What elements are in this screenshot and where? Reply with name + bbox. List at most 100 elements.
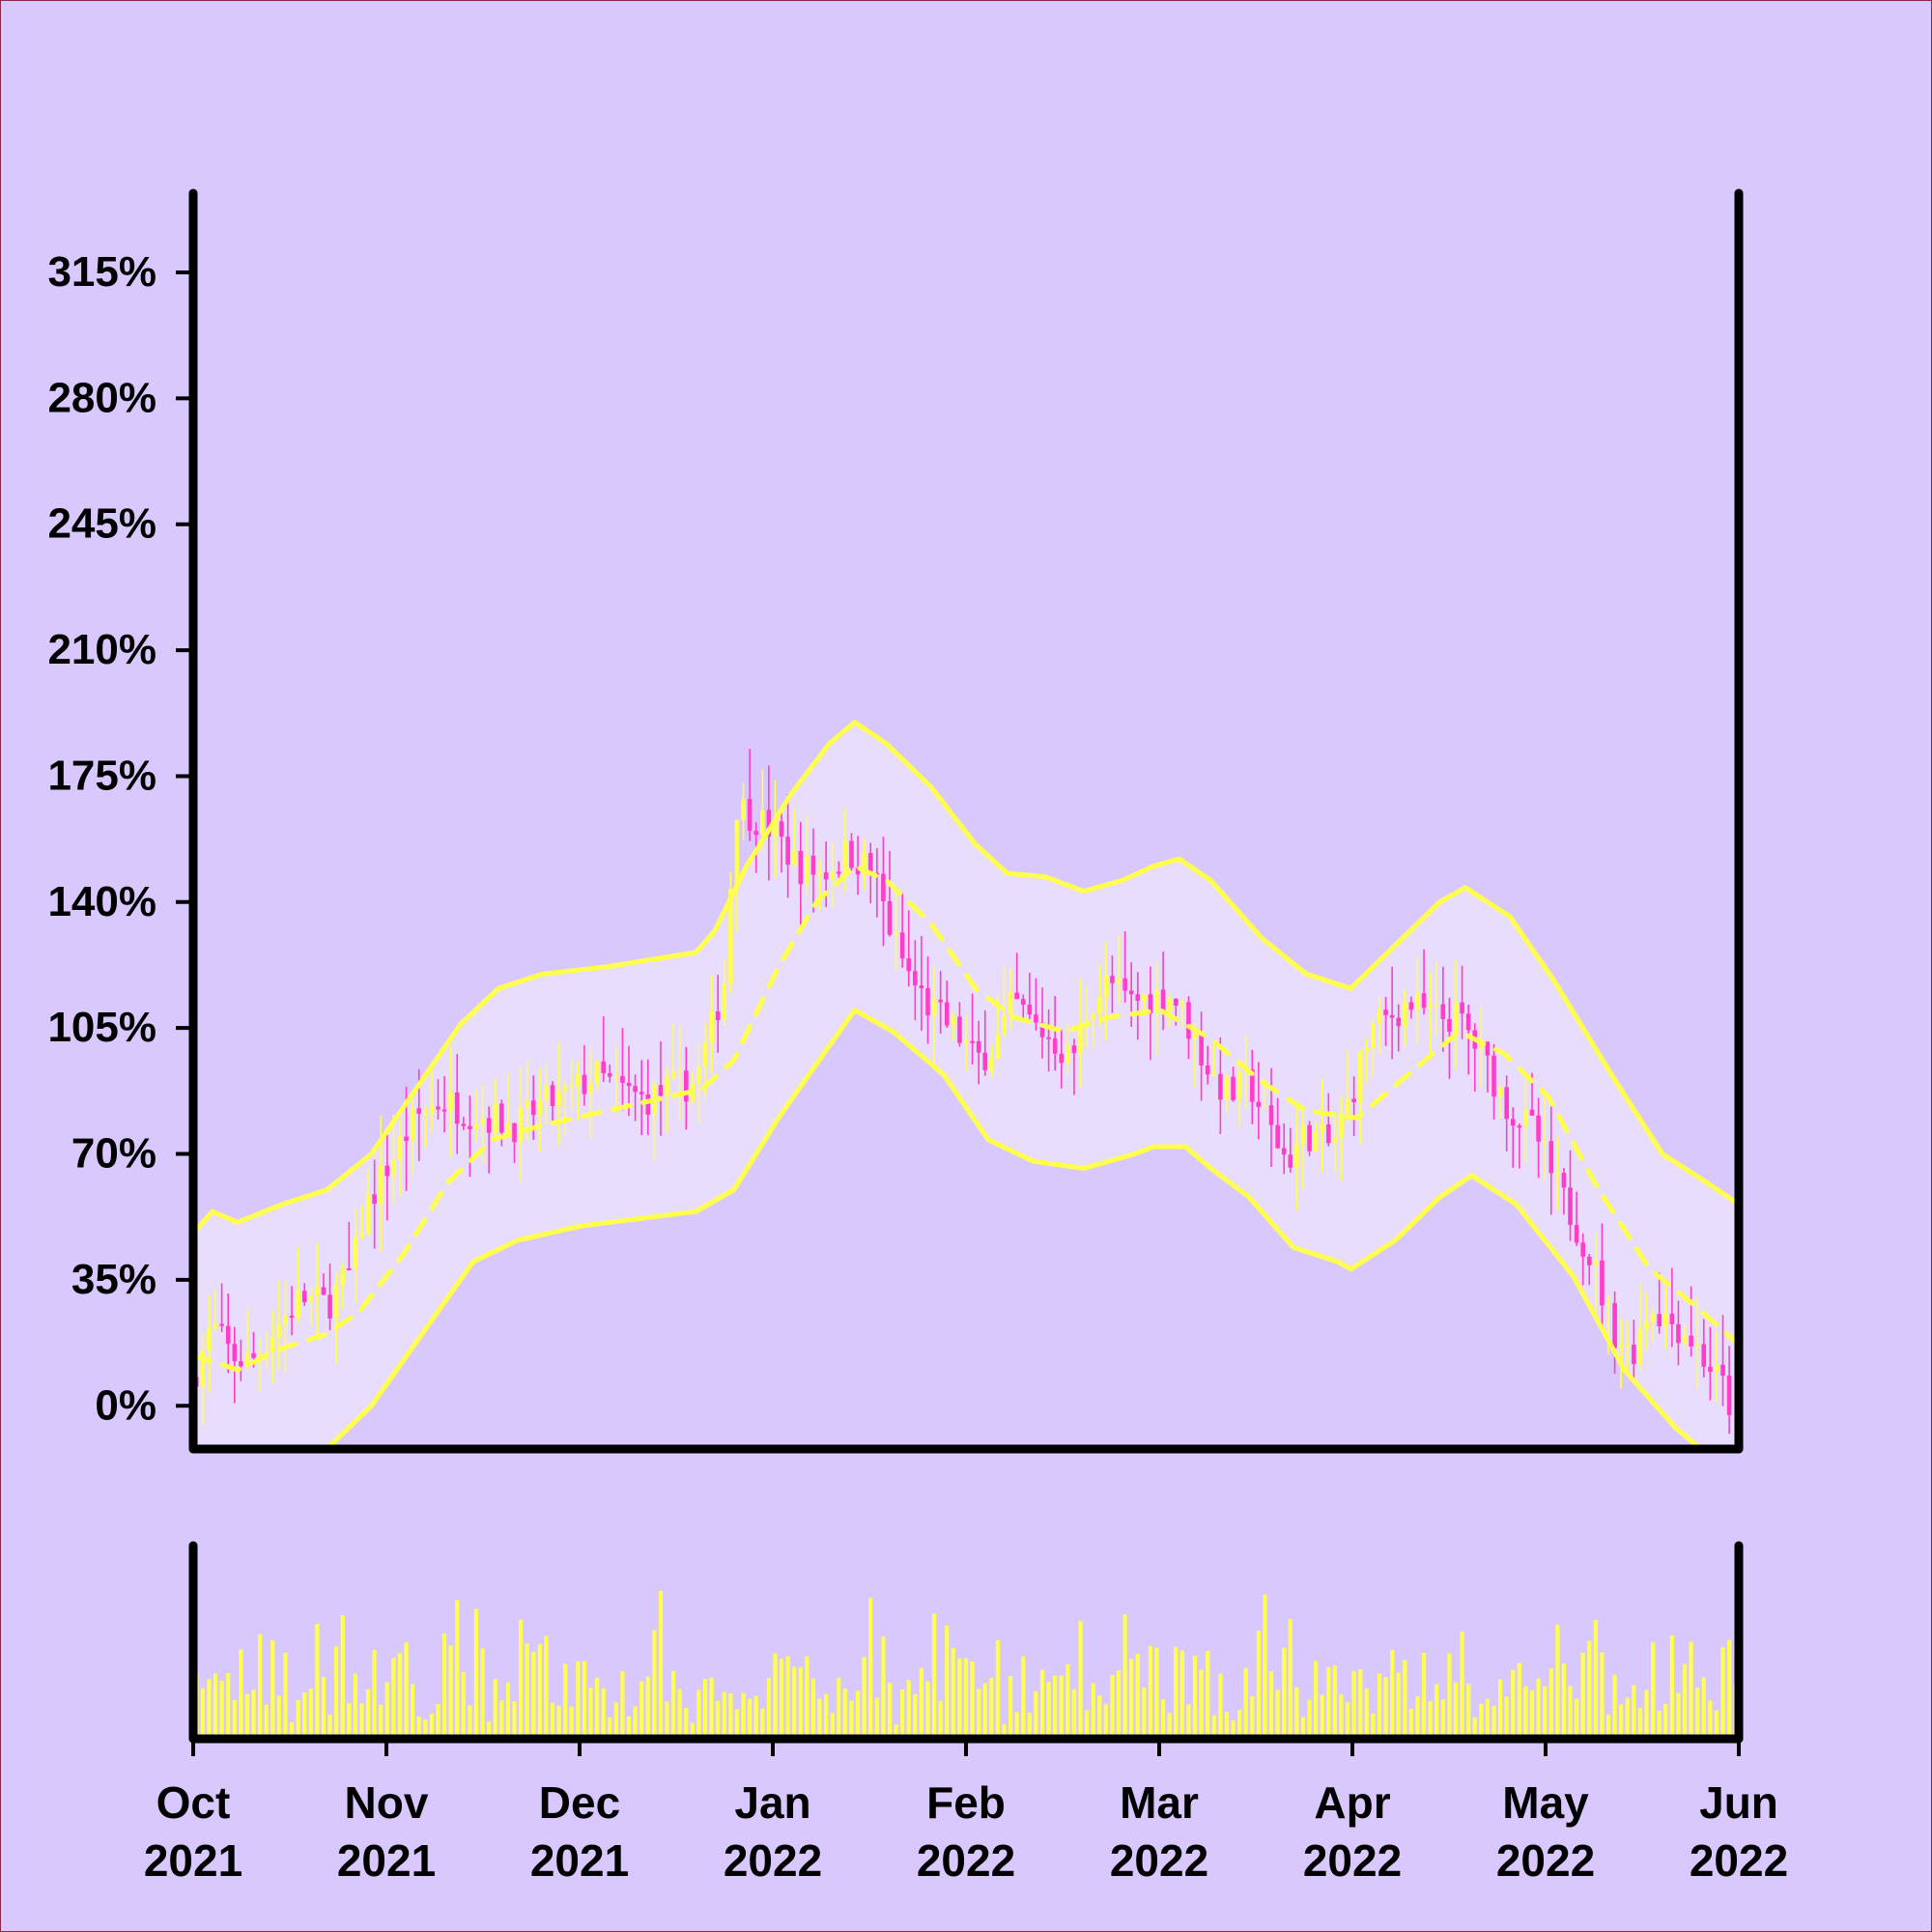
- volume-bar: [1021, 1656, 1026, 1739]
- volume-bar: [1555, 1624, 1560, 1739]
- candle-body: [1116, 978, 1122, 983]
- volume-bar: [1701, 1677, 1706, 1739]
- volume-bar: [1676, 1692, 1681, 1739]
- candle-body: [1059, 1053, 1065, 1064]
- volume-bar: [1218, 1673, 1223, 1739]
- candle-body: [1275, 1124, 1280, 1149]
- volume-bar: [989, 1677, 994, 1739]
- volume-bar: [1294, 1687, 1299, 1739]
- volume-bar: [1282, 1647, 1287, 1739]
- candle-body: [696, 1066, 701, 1084]
- candle-body: [1548, 1141, 1554, 1174]
- volume-bar: [665, 1701, 669, 1739]
- candle-body: [454, 1092, 460, 1124]
- candle-body: [289, 1315, 295, 1318]
- candle-body: [1110, 976, 1115, 983]
- candle-body: [1536, 1115, 1541, 1142]
- volume-bar: [963, 1658, 969, 1739]
- volume-bar: [1497, 1679, 1503, 1739]
- candle-body: [410, 1108, 415, 1142]
- volume-bar: [1689, 1641, 1693, 1739]
- volume-bar: [1543, 1686, 1548, 1739]
- volume-bar: [1421, 1653, 1427, 1739]
- volume-bar: [1148, 1645, 1153, 1739]
- candle-body: [1249, 1068, 1255, 1102]
- x-tick-year-label: 2022: [1690, 1835, 1788, 1886]
- candle-body: [1167, 998, 1173, 1012]
- candle-body: [486, 1118, 492, 1133]
- volume-bar: [702, 1678, 708, 1739]
- candle-body: [906, 958, 912, 972]
- volume-bar: [1669, 1634, 1674, 1739]
- volume-bar: [1288, 1618, 1293, 1739]
- volume-bar: [1440, 1699, 1445, 1739]
- candle-body: [1650, 1314, 1656, 1322]
- candle-body: [512, 1122, 517, 1143]
- volume-bar: [1364, 1689, 1369, 1739]
- volume-bar: [1695, 1688, 1700, 1739]
- volume-bar: [321, 1676, 327, 1739]
- candle-body: [1479, 1041, 1484, 1049]
- candle-body: [1326, 1124, 1331, 1144]
- x-tick-year-label: 2021: [144, 1835, 242, 1886]
- candle-body: [1694, 1344, 1700, 1347]
- candle-body: [1192, 1033, 1198, 1039]
- volume-bar: [1129, 1659, 1134, 1739]
- candle-body: [925, 987, 930, 1016]
- x-tick-month-label: Dec: [539, 1777, 620, 1828]
- x-tick-month-label: Apr: [1314, 1777, 1390, 1828]
- x-tick-year-label: 2022: [1303, 1835, 1402, 1886]
- volume-bar: [658, 1590, 664, 1739]
- candle-body: [1403, 1002, 1407, 1027]
- candle-body: [372, 1194, 377, 1205]
- candle-body: [709, 1010, 714, 1043]
- candle-body: [1357, 1051, 1363, 1102]
- candle-body: [436, 1106, 440, 1110]
- volume-bar: [232, 1700, 237, 1739]
- candle-body: [1593, 1260, 1599, 1265]
- volume-bar: [1504, 1696, 1509, 1739]
- candle-body: [1224, 1076, 1230, 1100]
- candle-body: [441, 1109, 447, 1112]
- volume-bar: [1574, 1698, 1579, 1739]
- volume-bar: [645, 1676, 650, 1739]
- candle-body: [766, 810, 772, 838]
- candle-body: [773, 821, 778, 838]
- volume-bar: [365, 1689, 371, 1739]
- volume-bar: [283, 1652, 288, 1739]
- volume-bar: [810, 1678, 816, 1739]
- lower-band-line: [324, 1008, 1703, 1452]
- volume-bar: [327, 1715, 332, 1739]
- volume-bar: [213, 1673, 218, 1739]
- volume-bar: [601, 1688, 606, 1739]
- x-tick-month-label: Nov: [345, 1777, 429, 1828]
- volume-bar: [1110, 1675, 1115, 1739]
- candle-body: [1676, 1323, 1681, 1344]
- candle-body: [753, 831, 759, 836]
- candle-body: [1568, 1187, 1573, 1226]
- candle-body: [970, 1040, 975, 1043]
- candle-body: [525, 1100, 529, 1108]
- volume-bar: [1078, 1620, 1083, 1739]
- candle-body: [1052, 1037, 1058, 1054]
- volume-bar: [1625, 1697, 1630, 1739]
- candle-body: [1662, 1313, 1668, 1326]
- volume-bar: [1084, 1710, 1090, 1739]
- candle-body: [759, 810, 765, 836]
- volume-bar: [1122, 1614, 1127, 1739]
- candle-body: [1179, 1002, 1185, 1006]
- candle-body: [1720, 1364, 1725, 1376]
- volume-bar: [639, 1681, 644, 1739]
- volume-bar: [1492, 1705, 1496, 1739]
- upper-band-line: [190, 720, 1742, 1236]
- candle-body: [315, 1287, 320, 1296]
- candle-body: [1002, 1014, 1007, 1035]
- candle-body: [938, 999, 943, 1003]
- candle-body: [1186, 1002, 1191, 1039]
- candle-body: [1078, 1023, 1083, 1054]
- candle-body: [899, 932, 905, 959]
- candle-body: [1046, 1037, 1051, 1039]
- y-tick-label: 0%: [95, 1381, 156, 1429]
- volume-bar: [608, 1717, 612, 1739]
- candle-body: [537, 1100, 543, 1116]
